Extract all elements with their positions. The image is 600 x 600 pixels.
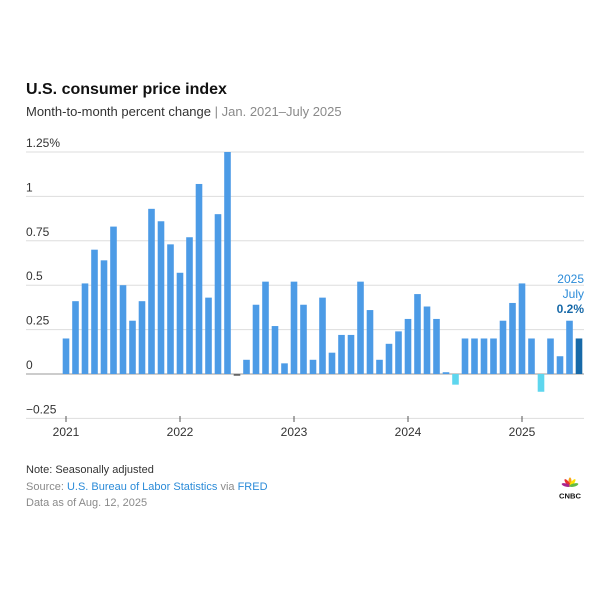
x-axis-tick-labels: 2021 2022 2023 2024 2025 (53, 416, 536, 439)
bar-2024-07 (461, 338, 469, 374)
bar-2024-11 (499, 320, 507, 374)
x-tick-label: 2024 (395, 425, 422, 439)
peacock-icon (561, 477, 579, 487)
footer-source: Source: U.S. Bureau of Labor Statistics … (26, 481, 268, 493)
bar-2023-11 (385, 343, 393, 374)
bar-2024-09 (480, 338, 488, 374)
bar-2021-09 (138, 301, 146, 374)
bar-2024-10 (490, 338, 497, 374)
bar-2023-06 (338, 334, 345, 374)
bar-2022-06 (224, 152, 231, 374)
x-tick-label: 2025 (509, 425, 536, 439)
bar-2022-03 (195, 183, 203, 374)
subtitle-range: Jan. 2021–July 2025 (221, 104, 342, 119)
bar-2021-04 (91, 249, 98, 374)
bar-2025-01 (518, 283, 526, 374)
annotation-value: 0.2% (557, 302, 585, 316)
bar-2024-04 (433, 318, 440, 374)
latest-value-annotation: 2025 July 0.2% (557, 272, 585, 316)
bar-2021-06 (110, 226, 117, 374)
bar-2022-10 (262, 281, 269, 374)
bar-2021-11 (157, 221, 165, 374)
bar-2022-05 (214, 214, 222, 374)
y-tick-label: −0.25 (26, 402, 57, 416)
bar-2022-12 (281, 363, 288, 374)
y-tick-label: 0 (26, 358, 33, 372)
y-tick-label: 0.75 (26, 225, 50, 239)
bar-2021-07 (119, 285, 127, 374)
bars (62, 152, 583, 392)
x-tick-label: 2021 (53, 425, 80, 439)
bar-2022-02 (186, 237, 193, 374)
cpi-bar-chart: −0.25 0 0.25 0.5 0.75 1 1.25% 2021 2022 2023 2024… (26, 136, 585, 439)
bar-2024-05 (442, 372, 450, 374)
bar-2024-12 (509, 302, 516, 374)
y-axis-tick-labels: −0.25 0 0.25 0.5 0.75 1 1.25% (26, 136, 60, 416)
bar-2024-01 (404, 318, 412, 374)
bar-2025-05 (556, 356, 564, 374)
chart-subtitle: Month-to-month percent change | Jan. 202… (26, 104, 342, 119)
bar-2025-03 (537, 374, 545, 392)
bar-2023-12 (395, 331, 402, 374)
source-prefix: Source: (26, 481, 67, 493)
bar-2025-07 (575, 338, 583, 374)
bar-2025-04 (547, 338, 554, 374)
bar-2025-06 (566, 320, 573, 374)
bar-2023-09 (366, 310, 374, 374)
bar-2023-08 (357, 281, 364, 374)
subtitle-main: Month-to-month percent change (26, 104, 211, 119)
bar-2021-05 (100, 260, 108, 374)
bar-2024-06 (452, 374, 459, 385)
bar-2024-08 (471, 338, 478, 374)
bar-2022-01 (176, 272, 184, 374)
bar-2023-10 (376, 359, 383, 374)
annotation-year: 2025 (557, 272, 584, 286)
x-tick-label: 2023 (281, 425, 308, 439)
bar-2022-07 (233, 374, 241, 376)
bar-2023-01 (290, 281, 298, 374)
y-tick-label: 1.25% (26, 136, 60, 150)
footer-data-as-of: Data as of Aug. 12, 2025 (26, 497, 148, 509)
bar-2025-02 (528, 338, 535, 374)
bar-2022-11 (271, 326, 279, 374)
bar-2021-02 (72, 301, 79, 374)
x-tick-label: 2022 (167, 425, 194, 439)
bar-2021-12 (167, 244, 174, 374)
bar-2022-04 (205, 297, 212, 374)
bar-2021-10 (148, 208, 155, 374)
bar-2021-01 (62, 338, 70, 374)
footer-note: Note: Seasonally adjusted (26, 464, 154, 476)
grid-lines (26, 151, 584, 419)
subtitle-separator: | (214, 104, 219, 119)
source-bls-link[interactable]: U.S. Bureau of Labor Statistics (66, 481, 218, 493)
y-tick-label: 0.25 (26, 314, 50, 328)
bar-2024-03 (423, 306, 431, 374)
bar-2022-09 (252, 304, 260, 374)
cnbc-logo: CNBC (559, 477, 581, 501)
y-tick-label: 0.5 (26, 269, 43, 283)
bar-2023-03 (309, 359, 317, 374)
bar-2023-05 (328, 352, 336, 374)
y-tick-label: 1 (26, 180, 33, 194)
bar-2023-04 (319, 297, 326, 374)
bar-2024-02 (414, 294, 421, 374)
source-fred-link[interactable]: FRED (237, 481, 268, 493)
annotation-month: July (563, 287, 584, 301)
logo-wordmark: CNBC (559, 492, 581, 501)
bar-2023-07 (347, 334, 355, 374)
bar-2022-08 (243, 359, 250, 374)
bar-2023-02 (300, 304, 307, 374)
source-via: via (217, 481, 238, 493)
bar-2021-03 (81, 283, 89, 374)
chart-title: U.S. consumer price index (26, 81, 227, 98)
bar-2021-08 (129, 320, 136, 374)
